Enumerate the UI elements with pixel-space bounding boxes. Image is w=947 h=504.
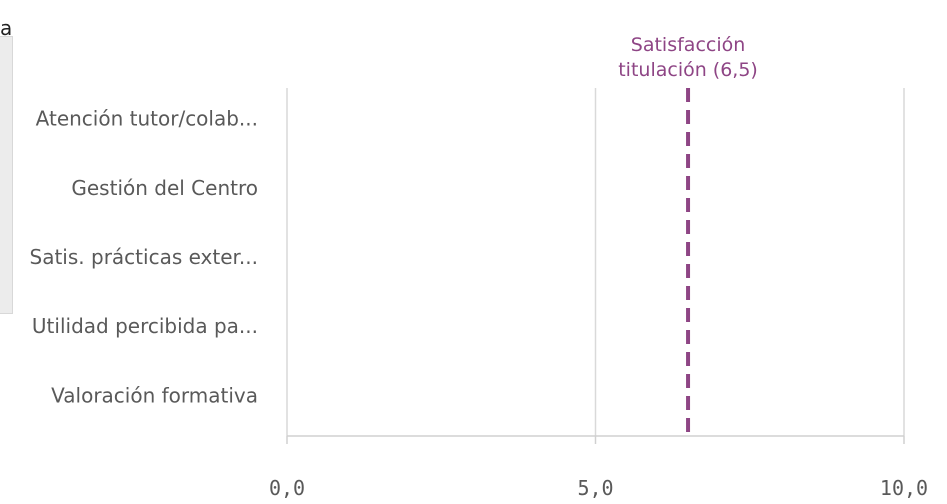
category-label-4: Valoración formativa xyxy=(51,383,258,407)
category-label-3: Utilidad percibida pa... xyxy=(32,314,258,338)
reference-line-label-0: Satisfacción xyxy=(631,34,746,56)
category-label-1: Gestión del Centro xyxy=(71,176,258,200)
truncated-title-fragment: a xyxy=(0,16,13,40)
category-label-2: Satis. prácticas exter... xyxy=(30,245,258,269)
reference-line-group: Satisfacción titulación (6,5) xyxy=(618,34,758,436)
gridlines xyxy=(286,88,905,436)
category-label-0: Atención tutor/colab... xyxy=(36,107,258,131)
x-tick-label-2: 10,0 xyxy=(880,476,928,500)
x-tick-label-1: 5,0 xyxy=(577,476,613,500)
category-labels: Atención tutor/colab... Gestión del Centr… xyxy=(30,107,258,408)
reference-line-label-1: titulación (6,5) xyxy=(618,59,758,81)
x-axis: 0,0 5,0 10,0 xyxy=(269,435,928,500)
side-panel-edge xyxy=(0,36,13,314)
x-tick-label-0: 0,0 xyxy=(269,476,305,500)
